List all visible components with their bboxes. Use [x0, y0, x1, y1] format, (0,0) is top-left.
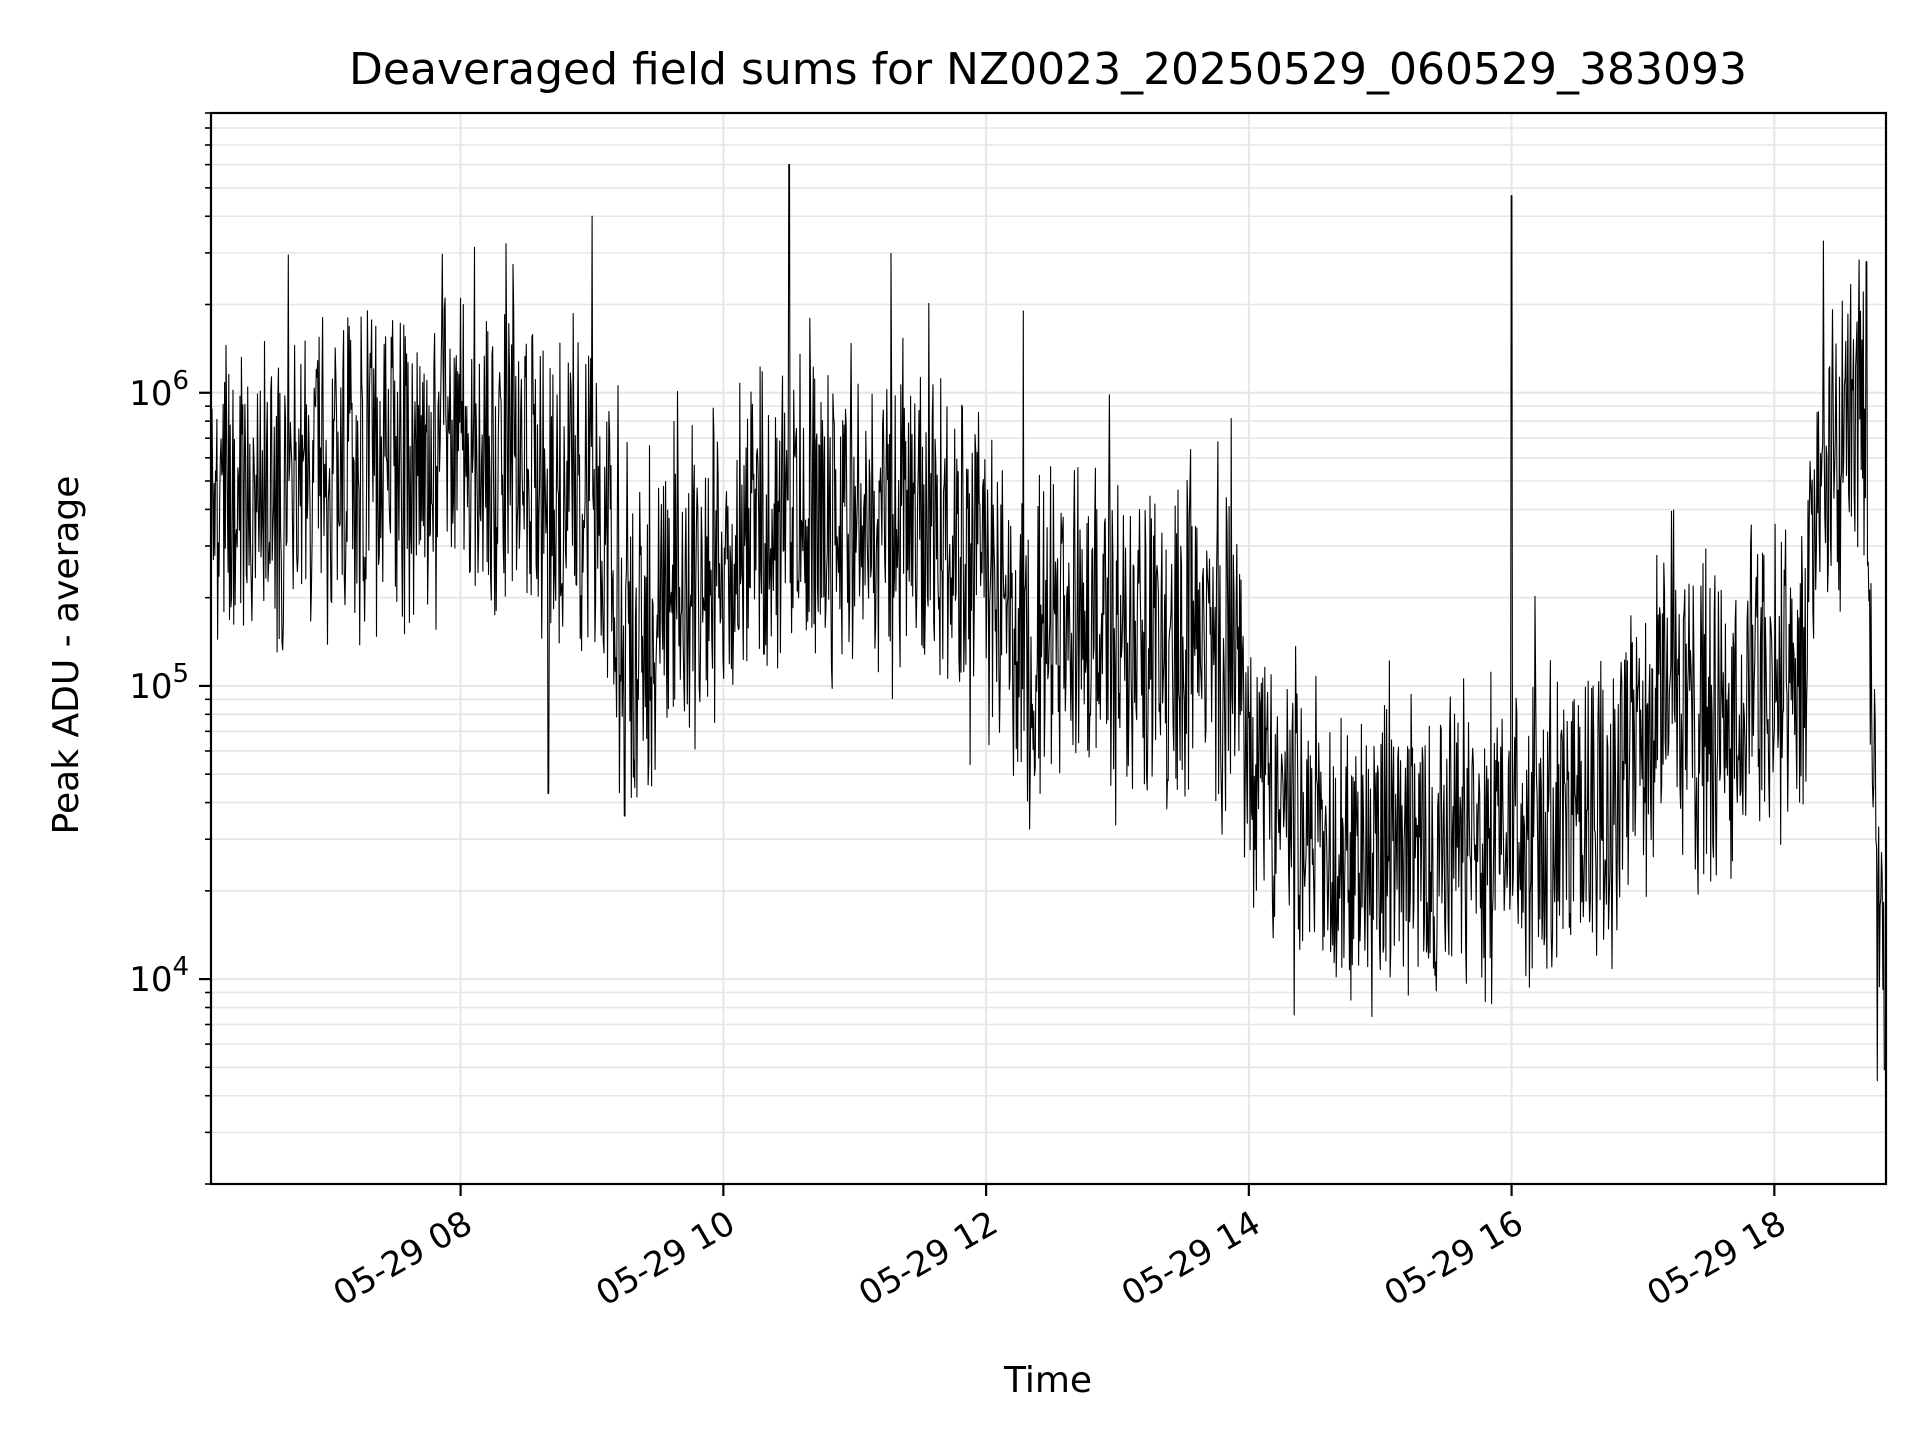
y-tick-label: 105	[129, 659, 189, 707]
x-tick-label: 05-29 12	[852, 1203, 1004, 1314]
x-tick-label: 05-29 08	[327, 1203, 479, 1314]
series-line	[211, 164, 1885, 1082]
y-axis: 104 105 106	[129, 112, 211, 1185]
x-tick-label: 05-29 16	[1378, 1203, 1530, 1314]
chart-title: Deaveraged field sums for NZ0023_2025052…	[349, 44, 1747, 95]
x-tick-label: 05-29 18	[1640, 1203, 1792, 1314]
y-axis-label: Peak ADU - average	[46, 476, 87, 835]
x-tick-label: 05-29 10	[589, 1203, 741, 1314]
grid	[211, 112, 1886, 1185]
x-axis-label: Time	[1003, 1360, 1092, 1401]
data-line	[211, 164, 1885, 1082]
y-tick-label: 106	[129, 366, 189, 414]
x-tick-label: 05-29 14	[1115, 1203, 1267, 1314]
plot-frame	[209, 111, 1888, 1186]
x-axis: 05-29 08 05-29 10 05-29 12 05-29 14 05-29 16…	[327, 1184, 1793, 1314]
y-tick-label: 104	[129, 952, 189, 1000]
